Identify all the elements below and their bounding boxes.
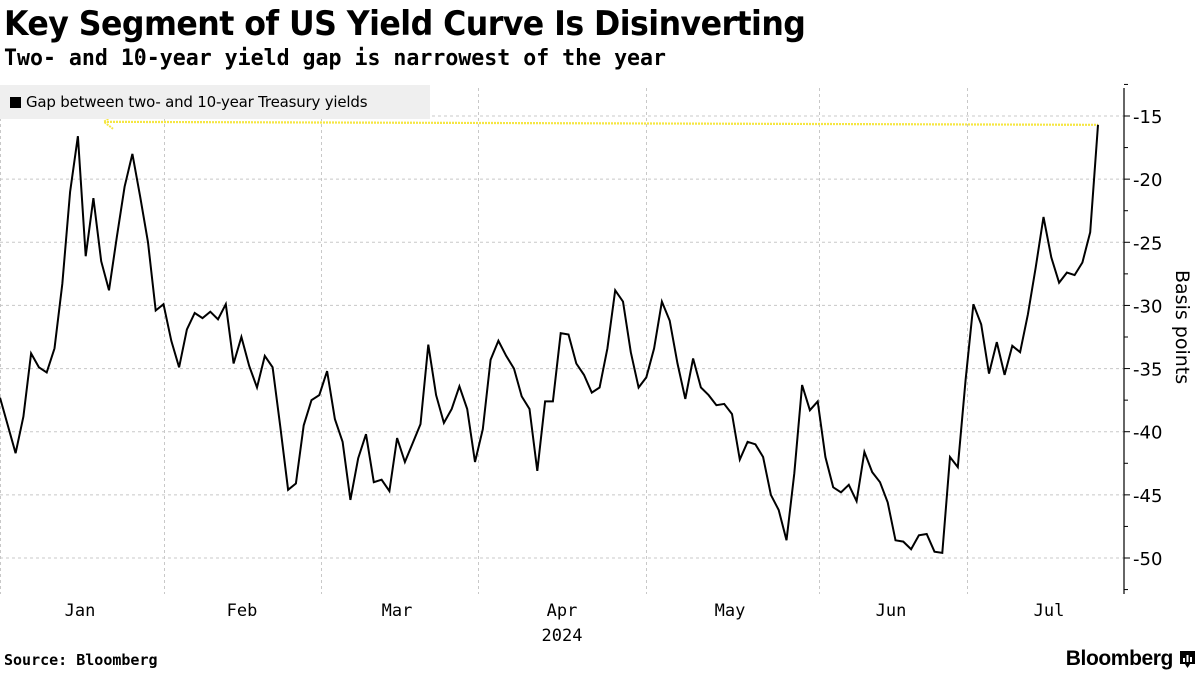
- x-tick-label: Jan: [65, 601, 96, 621]
- y-tick-label: -50: [1133, 549, 1162, 570]
- x-tick-label: May: [715, 601, 746, 621]
- x-axis-year-label: 2024: [542, 626, 583, 646]
- y-axis-label: Basis points: [1171, 270, 1193, 384]
- y-tick-label: -25: [1133, 233, 1162, 254]
- x-tick-label: Jun: [876, 601, 907, 621]
- y-tick-label: -20: [1133, 170, 1162, 191]
- gridlines: [0, 88, 1124, 594]
- y-tick-label: -45: [1133, 486, 1162, 507]
- chart-title: Key Segment of US Yield Curve Is Disinve…: [4, 4, 806, 44]
- bloomberg-chart-icon: [1180, 650, 1195, 668]
- chart-subtitle: Two- and 10-year yield gap is narrowest …: [4, 46, 667, 71]
- source-note: Source: Bloomberg: [4, 651, 158, 669]
- legend: Gap between two- and 10-year Treasury yi…: [0, 85, 430, 119]
- x-tick-label: Apr: [547, 601, 578, 621]
- legend-label: Gap between two- and 10-year Treasury yi…: [26, 93, 368, 111]
- brand-logo: Bloomberg: [1066, 647, 1196, 671]
- x-axis-labels: Jan Feb Mar Apr May Jun Jul: [65, 601, 1065, 621]
- y-tick-label: -15: [1133, 107, 1162, 128]
- x-tick-label: Mar: [382, 601, 413, 621]
- annotation-arrow-line: [103, 120, 1099, 126]
- x-tick-label: Jul: [1034, 601, 1065, 621]
- brand-name: Bloomberg: [1065, 647, 1174, 670]
- legend-swatch-icon: [10, 96, 21, 108]
- series-line: [0, 124, 1099, 555]
- y-axis: -15 -20 -25 -30 -35 -40 -45 -50: [1123, 83, 1162, 594]
- x-tick-label: Feb: [227, 601, 258, 621]
- y-tick-label: -35: [1133, 360, 1162, 381]
- y-tick-label: -30: [1133, 296, 1162, 317]
- series: [0, 124, 1099, 555]
- y-tick-label: -40: [1133, 423, 1162, 444]
